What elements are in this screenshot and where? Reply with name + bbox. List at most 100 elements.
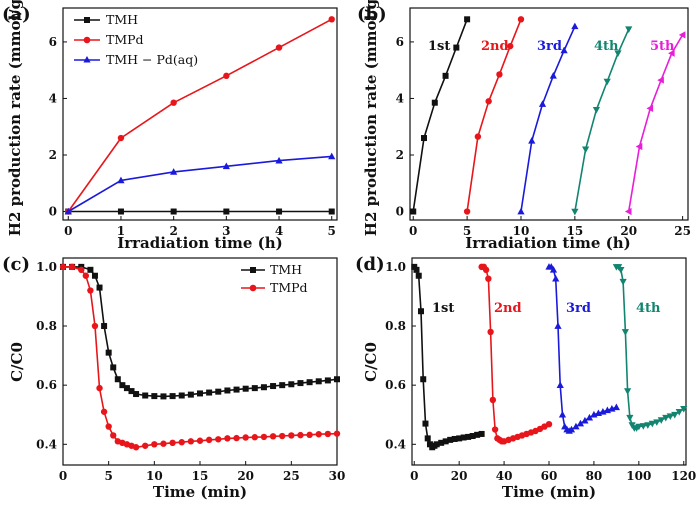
panel-b-series-4-point (646, 104, 654, 112)
panel-d-series-3-point (619, 278, 627, 286)
panel-c-series-1-point (269, 433, 277, 440)
panel-c-series-1-point (82, 272, 90, 279)
panel-d-series-0-point (474, 431, 481, 438)
panel-c-series-0-point (101, 323, 108, 330)
panel-d-series-3-point (648, 420, 656, 428)
panel-b-ylabel: H2 production rate (mmol/g) (362, 0, 380, 236)
panel-d-series-3-point (621, 329, 629, 336)
panel-b-series-2-point (560, 46, 568, 54)
panel-b-series (410, 16, 686, 216)
panel-d-series-3-point (639, 423, 647, 430)
panel-a-xlabel: Irradiation time (h) (117, 234, 283, 252)
panel-a-series-1-point (328, 16, 335, 23)
panel-b-series-4-point (678, 31, 686, 39)
panel-a-series (64, 16, 336, 215)
panel-b-series-3-point (582, 146, 590, 154)
panel-d-series-0-point (478, 430, 485, 437)
panel-d-series-line-1 (481, 266, 550, 443)
panel-b-series-line-1 (466, 19, 522, 212)
panel-a: (a) 0 1 2 3 4 5 0 2 4 6 Irradiation time (h) H2 p… (2, 0, 338, 252)
panel-d: (d) 0 20 40 60 80 100 120 0.4 0.6 0.8 1.0 Time (mi… (355, 254, 696, 501)
panel-b-series-line-2 (520, 26, 576, 212)
panel-b-series-3-point (614, 50, 622, 58)
panel-c-series-0-point (306, 379, 313, 386)
panel-c-series-0-point (315, 378, 322, 385)
panel-d-series-1-point (489, 396, 497, 404)
panel-d-xtick-label: 20 (451, 469, 468, 483)
panel-d-series-1-point (545, 420, 553, 428)
panel-b-series-3-point (603, 78, 611, 86)
panel-c-series-0-point (105, 349, 112, 356)
panel-c-series-0-point (133, 391, 140, 398)
panel-d-series-2-point (556, 381, 564, 388)
annotation-3rd: 3rd (537, 39, 562, 54)
panel-c-series-0-point (119, 382, 126, 389)
panel-d-label: (d) (355, 254, 385, 275)
panel-c-series-1-point (160, 440, 167, 447)
panel-d-series-0-point (460, 434, 467, 441)
panel-d-series-2-point (572, 422, 580, 430)
panel-d-series-3-point (662, 414, 670, 422)
panel-d-series-0-point (417, 308, 424, 315)
panel-d-series-0-point (451, 435, 458, 442)
panel-c-series-0-point (270, 383, 277, 390)
panel-a-series-1-point (275, 44, 283, 51)
panel-a-series-line-1 (67, 18, 333, 212)
panel-d-ytick-label: 0.8 (385, 319, 406, 333)
panel-c-series-0-point (233, 386, 240, 393)
panel-d-series-0-point (424, 435, 431, 442)
panel-c-series-0-point (206, 389, 213, 396)
panel-b-series-line-3 (574, 28, 630, 212)
panel-c-xlabel: Time (min) (153, 483, 247, 501)
panel-c-series-1-point (324, 430, 332, 438)
panel-d-series-3-point (671, 411, 679, 419)
panel-b-plot-frame (409, 7, 689, 221)
panel-d-xtick-label: 100 (626, 469, 651, 483)
panel-a-series-2-point (117, 176, 125, 184)
panel-c-series-0-point (224, 387, 231, 394)
panel-c-series-0-point (110, 364, 117, 371)
panel-a-series-0-point (276, 208, 283, 215)
panel-c-ytick-label: 0.4 (36, 437, 57, 451)
annotation-5th: 5th (650, 39, 675, 54)
panel-c-xtick-label: 15 (192, 469, 209, 483)
panel-d-series-line-0 (413, 266, 482, 449)
legend-marker-c-tmh (250, 267, 256, 273)
panel-a-series-1-point (117, 134, 125, 142)
annotation-1st: 1st (428, 39, 450, 54)
panel-c-series-0-point (242, 385, 249, 392)
panel-d-series-3-point (680, 406, 688, 413)
panel-d-series-0-point (438, 439, 445, 446)
panel-b-series-0-point (453, 44, 460, 51)
panel-b-series-1-point (517, 16, 525, 23)
panel-c-series-1-point (59, 263, 67, 271)
panel-b-series-3-point (592, 106, 601, 114)
panel-d-plot-frame (411, 257, 687, 466)
panel-c-series-0-point (279, 382, 286, 389)
panel-a-xtick-label: 3 (222, 224, 230, 238)
panel-d-series-2-point (585, 413, 594, 421)
panel-b-series-4-point (657, 76, 664, 84)
panel-b-series-line-4 (627, 34, 684, 212)
panel-c-series-1-point (96, 384, 103, 392)
panel-c-series-1-point (205, 436, 213, 444)
panel-a-series-2-point (275, 156, 283, 164)
panel-a-ytick-label: 4 (49, 91, 57, 105)
panel-d-series-3-point (624, 388, 632, 395)
panel-c-series-1-point (78, 266, 85, 274)
panel-c-series-1-point (132, 444, 140, 451)
panel-b-series-3-point (625, 26, 633, 33)
panel-b-series-1-point (474, 133, 482, 140)
panel-d-series-2-point (581, 416, 589, 424)
panel-b-series-3-point (571, 208, 579, 216)
panel-d-series-1-point (491, 426, 499, 433)
panel-b-series-2-point (538, 100, 547, 107)
panel-c-series-1-point (187, 438, 195, 445)
panel-d-series-0-point (415, 272, 422, 279)
panel-b-series-1-point (485, 98, 492, 105)
panel-b-series-line-0 (412, 19, 468, 212)
panel-a-label: (a) (2, 4, 31, 25)
panel-c-series-1-point (151, 441, 158, 448)
panel-a-ytick-label: 6 (49, 35, 57, 49)
panel-c-series-0-point (260, 384, 267, 391)
